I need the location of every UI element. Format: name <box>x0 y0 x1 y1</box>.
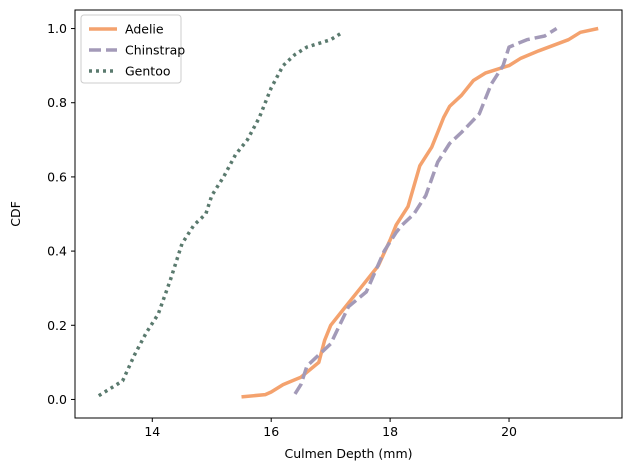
x-tick-label: 18 <box>382 424 398 439</box>
y-axis: 0.0 0.2 0.4 0.6 0.8 1.0 <box>47 21 75 407</box>
legend: Adelie Chinstrap Gentoo <box>80 14 185 84</box>
x-tick-label: 16 <box>263 424 279 439</box>
y-tick-label: 0.4 <box>47 244 67 259</box>
legend-box <box>80 14 182 84</box>
legend-label-adelie: Adelie <box>125 22 164 37</box>
x-tick-label: 20 <box>501 424 517 439</box>
y-tick-label: 0.2 <box>47 318 67 333</box>
y-tick-label: 0.8 <box>47 95 67 110</box>
x-tick-label: 14 <box>144 424 160 439</box>
plot-frame <box>74 9 623 419</box>
series-line-adelie <box>241 26 599 399</box>
y-tick-label: 0.0 <box>47 392 67 407</box>
legend-label-chinstrap: Chinstrap <box>125 43 185 58</box>
y-tick-label: 1.0 <box>47 21 67 36</box>
x-axis-label: Culmen Depth (mm) <box>284 446 412 461</box>
plot-area <box>97 26 599 399</box>
y-tick-label: 0.6 <box>47 169 67 184</box>
legend-label-gentoo: Gentoo <box>125 64 171 79</box>
series-line-chinstrap <box>293 27 558 395</box>
x-axis: 14 16 18 20 <box>144 418 517 439</box>
y-axis-label: CDF <box>8 201 23 227</box>
series-line-gentoo <box>97 30 344 398</box>
